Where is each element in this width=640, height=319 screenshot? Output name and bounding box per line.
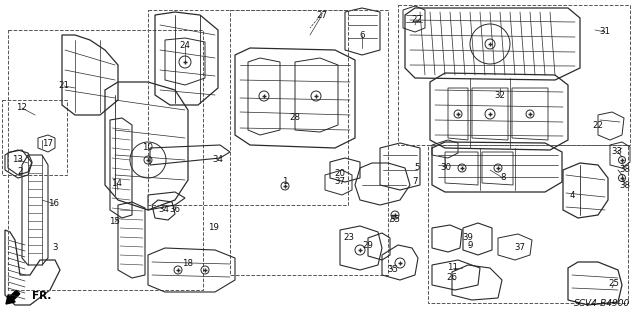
Text: FR.: FR. bbox=[32, 291, 51, 301]
Text: 16: 16 bbox=[49, 199, 60, 209]
Text: 6: 6 bbox=[359, 31, 365, 40]
Text: 38: 38 bbox=[620, 181, 630, 189]
Text: 34: 34 bbox=[159, 205, 170, 214]
Text: 26: 26 bbox=[447, 273, 458, 283]
Text: 31: 31 bbox=[600, 27, 611, 36]
Text: 17: 17 bbox=[42, 138, 54, 147]
Bar bbox=[230, 10, 388, 275]
Text: 7: 7 bbox=[412, 177, 418, 187]
Text: 20: 20 bbox=[335, 168, 346, 177]
Text: 9: 9 bbox=[467, 241, 473, 249]
Text: 33: 33 bbox=[611, 147, 623, 157]
FancyArrow shape bbox=[6, 290, 20, 304]
Text: 28: 28 bbox=[289, 114, 301, 122]
Bar bbox=[428, 145, 628, 303]
Text: 29: 29 bbox=[363, 241, 373, 249]
Text: 2: 2 bbox=[17, 167, 23, 176]
Text: 25: 25 bbox=[609, 279, 620, 288]
Text: 8: 8 bbox=[500, 174, 506, 182]
Bar bbox=[148, 10, 348, 205]
Text: 21: 21 bbox=[58, 81, 70, 91]
Text: 27: 27 bbox=[317, 11, 328, 19]
Text: 1: 1 bbox=[282, 177, 288, 187]
Text: 35: 35 bbox=[390, 216, 401, 225]
Text: 35: 35 bbox=[387, 265, 399, 275]
Text: 15: 15 bbox=[109, 218, 120, 226]
Bar bbox=[398, 5, 630, 145]
Text: 10: 10 bbox=[143, 144, 154, 152]
Text: 19: 19 bbox=[207, 224, 218, 233]
Text: 34: 34 bbox=[212, 155, 223, 165]
Text: 39: 39 bbox=[463, 234, 474, 242]
Text: 30: 30 bbox=[440, 164, 451, 173]
Bar bbox=[8, 30, 203, 290]
Text: 22: 22 bbox=[412, 16, 422, 25]
Text: 38: 38 bbox=[620, 166, 630, 174]
Text: 13: 13 bbox=[13, 155, 24, 165]
Text: 37: 37 bbox=[515, 243, 525, 253]
Text: 14: 14 bbox=[111, 179, 122, 188]
Text: 4: 4 bbox=[569, 191, 575, 201]
Text: 3: 3 bbox=[52, 242, 58, 251]
Text: 37: 37 bbox=[335, 177, 346, 187]
Text: 32: 32 bbox=[495, 91, 506, 100]
Text: 12: 12 bbox=[17, 103, 28, 113]
Text: 18: 18 bbox=[182, 258, 193, 268]
Text: 23: 23 bbox=[344, 234, 355, 242]
Text: 36: 36 bbox=[170, 205, 180, 214]
Text: 5: 5 bbox=[414, 162, 420, 172]
Text: 24: 24 bbox=[179, 41, 191, 49]
Text: SCV4-B4900: SCV4-B4900 bbox=[573, 299, 630, 308]
Text: 22: 22 bbox=[593, 121, 604, 130]
Bar bbox=[2, 100, 67, 175]
Text: 11: 11 bbox=[447, 263, 458, 272]
